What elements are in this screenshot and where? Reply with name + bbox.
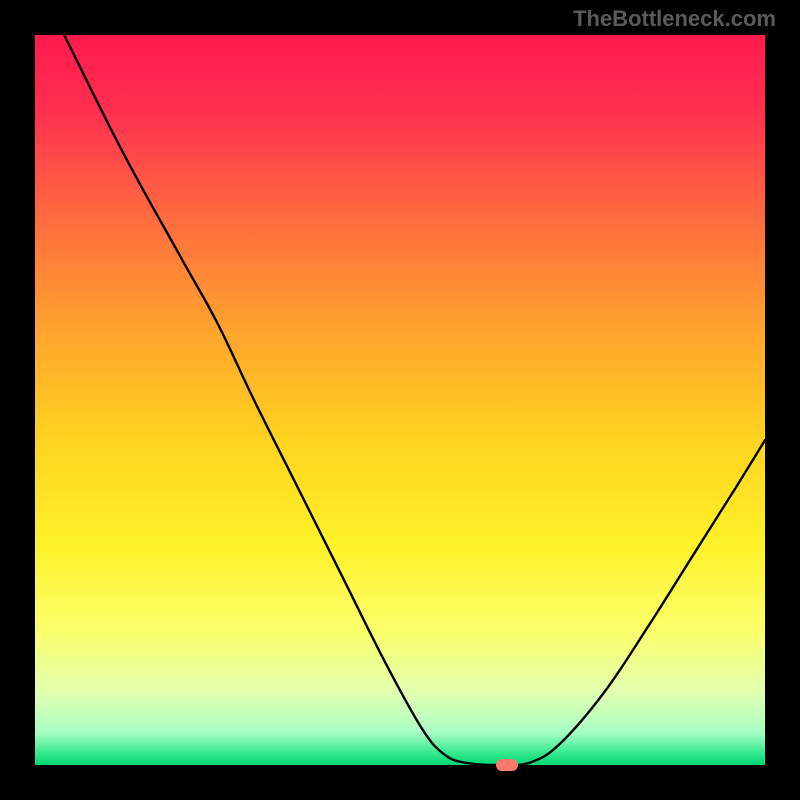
- plot-area: [35, 35, 765, 765]
- chart-container: TheBottleneck.com: [0, 0, 800, 800]
- watermark-text: TheBottleneck.com: [573, 6, 776, 32]
- gradient-background: [35, 35, 765, 765]
- optimal-point-marker: [496, 759, 518, 771]
